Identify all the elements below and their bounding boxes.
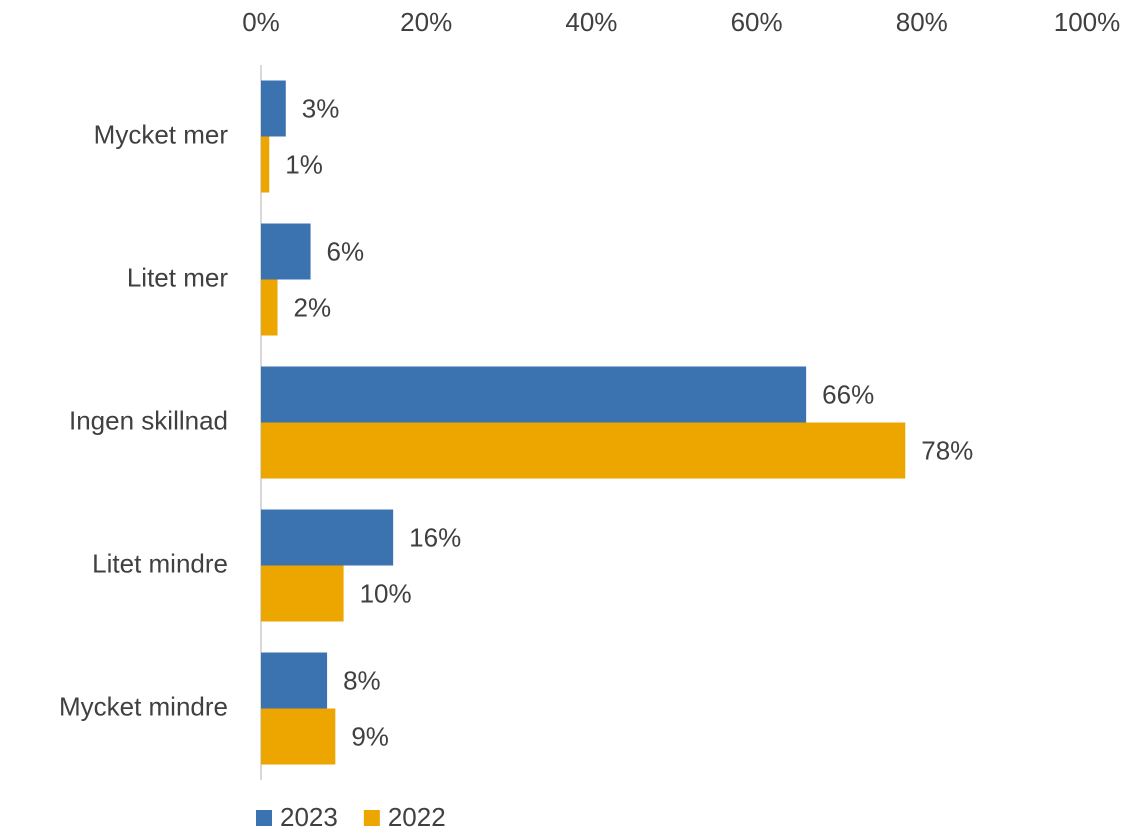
value-label: 6% [327,236,365,266]
legend-swatch [363,810,380,826]
value-label: 66% [822,379,874,409]
x-tick-label: 20% [400,7,452,37]
y-tick-label: Mycket mindre [59,691,228,721]
bar [261,366,807,423]
value-label: 2% [294,292,332,322]
bar [261,136,270,193]
x-tick-label: 80% [896,7,948,37]
value-label: 78% [921,435,973,465]
value-label: 10% [360,578,412,608]
bar [261,565,344,622]
bar [261,80,286,137]
y-tick-label: Mycket mer [94,119,229,149]
bar [261,279,278,336]
bar [261,509,394,566]
x-tick-label: 60% [731,7,783,37]
value-label: 9% [351,721,389,751]
y-tick-label: Litet mer [127,262,228,292]
legend-label: 2022 [388,802,446,832]
x-tick-label: 40% [565,7,617,37]
bar [261,223,311,280]
y-tick-label: Litet mindre [92,548,228,578]
legend-label: 2023 [280,802,338,832]
bar [261,708,336,765]
value-label: 16% [409,522,461,552]
y-tick-label: Ingen skillnad [69,405,228,435]
bar [261,652,328,709]
x-tick-label: 100% [1054,7,1121,37]
bar [261,422,906,479]
legend-swatch [256,810,272,826]
value-label: 1% [285,149,323,179]
x-tick-label: 0% [242,7,280,37]
value-label: 3% [302,93,340,123]
value-label: 8% [343,665,381,695]
